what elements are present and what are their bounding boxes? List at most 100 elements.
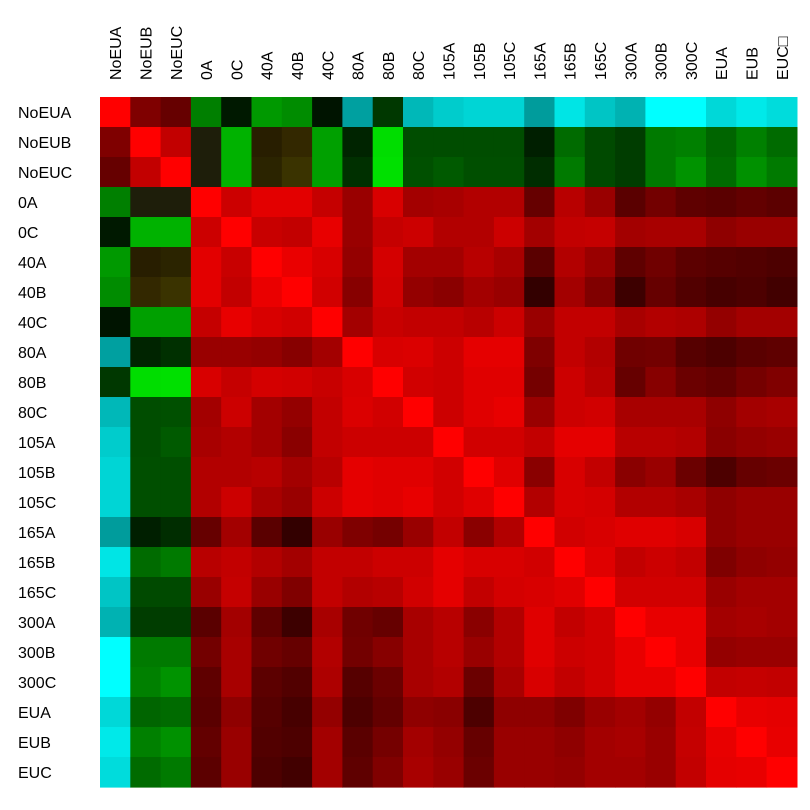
heatmap-cell [342, 487, 374, 518]
heatmap-cell [221, 187, 253, 218]
row-label: 40C [18, 315, 47, 332]
heatmap-cell [130, 547, 162, 578]
heatmap-cells [100, 97, 798, 788]
heatmap-cell [130, 277, 162, 308]
heatmap-cell [403, 187, 434, 218]
heatmap-cell [281, 697, 313, 728]
heatmap-cell [615, 517, 646, 548]
row-label: 300B [18, 645, 55, 662]
heatmap-cell [160, 337, 192, 368]
heatmap-cell [190, 757, 222, 788]
heatmap-cell [100, 517, 131, 548]
heatmap-cell [645, 397, 677, 428]
heatmap-cell [736, 427, 768, 458]
column-label: 105C [502, 42, 519, 80]
heatmap-cell [130, 607, 162, 638]
heatmap-cell [281, 577, 313, 608]
heatmap-cell [372, 697, 404, 728]
heatmap-cell [100, 277, 131, 308]
heatmap-cell [706, 487, 737, 518]
heatmap-cell [403, 697, 434, 728]
heatmap-cell [221, 97, 253, 128]
heatmap-cell [645, 157, 677, 188]
heatmap-cell [615, 607, 646, 638]
heatmap-cell [675, 607, 707, 638]
heatmap-cell [554, 277, 586, 308]
heatmap-cell [615, 217, 646, 248]
heatmap-cell [403, 487, 434, 518]
column-label: NoEUB [138, 27, 155, 80]
heatmap-cell [100, 157, 131, 188]
heatmap-cell [251, 427, 283, 458]
heatmap-cell [130, 307, 162, 338]
heatmap-cell [675, 97, 707, 128]
heatmap-cell [675, 127, 707, 158]
heatmap-cell [524, 577, 556, 608]
heatmap-cell [554, 367, 586, 398]
heatmap-cell [130, 97, 162, 128]
heatmap-cell [281, 757, 313, 788]
heatmap-cell [615, 487, 646, 518]
heatmap-cell [251, 577, 283, 608]
heatmap-cell [433, 517, 465, 548]
heatmap-cell [554, 637, 586, 668]
heatmap-cell [342, 307, 374, 338]
heatmap-cell [100, 217, 131, 248]
heatmap-cell [736, 127, 768, 158]
heatmap-cell [190, 247, 222, 278]
heatmap-cell [554, 427, 586, 458]
heatmap-cell [706, 307, 737, 338]
column-label: 165C [593, 42, 610, 80]
heatmap-cell [493, 577, 525, 608]
heatmap-cell [190, 577, 222, 608]
heatmap-cell [493, 157, 525, 188]
heatmap-cell [584, 697, 616, 728]
heatmap-cell [281, 277, 313, 308]
column-label: EUA [714, 47, 731, 80]
column-label: 40B [290, 52, 307, 80]
heatmap-cell [251, 277, 283, 308]
heatmap-cell [645, 367, 677, 398]
heatmap-cell [160, 697, 192, 728]
heatmap-cell [433, 607, 465, 638]
heatmap-cell [706, 577, 737, 608]
column-label: 300A [623, 42, 640, 80]
heatmap-cell [372, 727, 404, 758]
heatmap-cell [372, 457, 404, 488]
heatmap-cell [221, 337, 253, 368]
heatmap-cell [251, 457, 283, 488]
heatmap-cell [766, 247, 798, 278]
heatmap-cell [615, 97, 646, 128]
heatmap-cell [524, 277, 556, 308]
heatmap-cell [281, 157, 313, 188]
heatmap-cell [493, 127, 525, 158]
heatmap-cell [493, 667, 525, 698]
heatmap-cell [524, 637, 556, 668]
heatmap-cell [675, 457, 707, 488]
heatmap-cell [281, 457, 313, 488]
heatmap-cell [160, 577, 192, 608]
heatmap-cell [221, 757, 253, 788]
heatmap-cell [554, 697, 586, 728]
heatmap-cell [554, 217, 586, 248]
heatmap-cell [524, 667, 556, 698]
heatmap-cell [221, 607, 253, 638]
heatmap-cell [675, 547, 707, 578]
column-label: EUC□ [775, 36, 792, 80]
heatmap-cell [675, 397, 707, 428]
heatmap-cell [100, 577, 131, 608]
heatmap-cell [463, 97, 495, 128]
heatmap-cell [493, 97, 525, 128]
heatmap-cell [584, 127, 616, 158]
heatmap-cell [190, 367, 222, 398]
heatmap-cell [433, 637, 465, 668]
heatmap-cell [221, 487, 253, 518]
heatmap-cell [493, 397, 525, 428]
heatmap-cell [433, 187, 465, 218]
heatmap-cell [584, 157, 616, 188]
heatmap-cell [736, 277, 768, 308]
heatmap-cell [463, 427, 495, 458]
heatmap-cell [251, 757, 283, 788]
heatmap-cell [221, 217, 253, 248]
heatmap-cell [251, 367, 283, 398]
